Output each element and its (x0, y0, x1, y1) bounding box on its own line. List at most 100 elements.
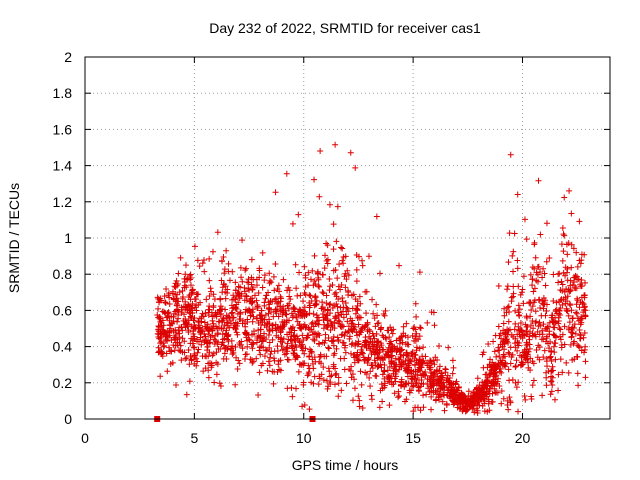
data-point (356, 397, 363, 404)
data-point (557, 336, 564, 343)
data-point (374, 320, 381, 327)
data-point (168, 313, 175, 320)
data-point (529, 382, 536, 389)
data-point (232, 279, 239, 286)
data-point (165, 344, 172, 351)
data-point (345, 289, 352, 296)
data-point (525, 364, 532, 371)
data-point (504, 401, 511, 408)
data-point (170, 342, 177, 349)
data-point (243, 331, 250, 338)
data-point (280, 323, 287, 330)
data-point (160, 308, 167, 315)
data-point (490, 338, 497, 345)
data-point (266, 304, 273, 311)
data-point (255, 290, 262, 297)
data-point (367, 338, 374, 345)
data-point (173, 382, 180, 389)
data-point (382, 351, 389, 358)
y-tick-label: 2 (64, 49, 72, 65)
data-point (530, 299, 537, 306)
data-point (275, 282, 282, 289)
data-point (528, 393, 535, 400)
data-point (518, 353, 525, 360)
data-point (540, 305, 547, 312)
data-point (401, 383, 408, 390)
data-point (288, 310, 295, 317)
data-point (206, 293, 213, 300)
data-point (578, 277, 585, 284)
data-point (193, 355, 200, 362)
data-point (158, 338, 165, 345)
data-point (404, 341, 411, 348)
data-point (157, 348, 164, 355)
data-point (290, 312, 297, 319)
data-point (571, 356, 578, 363)
data-point (277, 308, 284, 315)
data-point (219, 289, 226, 296)
data-point (324, 316, 331, 323)
data-point (565, 312, 572, 319)
data-point (300, 298, 307, 305)
data-point (559, 225, 566, 232)
data-point (362, 323, 369, 330)
data-point (226, 324, 233, 331)
data-point (470, 389, 477, 396)
data-point (423, 360, 430, 367)
data-point (452, 381, 459, 388)
data-point (347, 367, 354, 374)
data-point (190, 328, 197, 335)
data-point (416, 269, 423, 276)
y-tick-label: 0.4 (53, 339, 73, 355)
data-point (416, 345, 423, 352)
data-point (294, 353, 301, 360)
data-point (336, 261, 343, 268)
data-point (433, 368, 440, 375)
data-point (285, 356, 292, 363)
data-point (246, 306, 253, 313)
data-point (222, 283, 229, 290)
data-point (220, 253, 227, 260)
data-point (403, 320, 410, 327)
data-point (573, 249, 580, 256)
data-point (472, 392, 479, 399)
data-point (311, 337, 318, 344)
data-point (558, 278, 565, 285)
data-point (355, 357, 362, 364)
data-point (431, 322, 438, 329)
data-point (202, 365, 209, 372)
data-point (476, 397, 483, 404)
data-point (185, 347, 192, 354)
data-point (313, 333, 320, 340)
data-point (210, 304, 217, 311)
data-point (205, 374, 212, 381)
data-point (251, 330, 258, 337)
data-point (347, 149, 354, 156)
data-point (343, 311, 350, 318)
data-point (170, 296, 177, 303)
data-point (338, 281, 345, 288)
data-point (538, 336, 545, 343)
data-point (300, 336, 307, 343)
data-point (244, 279, 251, 286)
data-point (312, 300, 319, 307)
data-point (578, 257, 585, 264)
data-point (311, 373, 318, 380)
data-point (543, 258, 550, 265)
data-point (409, 383, 416, 390)
data-point (236, 341, 243, 348)
data-point (178, 357, 185, 364)
data-point (415, 359, 422, 366)
data-point (532, 333, 539, 340)
data-point (266, 325, 273, 332)
data-point (498, 369, 505, 376)
data-point (502, 336, 509, 343)
data-point (292, 341, 299, 348)
data-point (376, 270, 383, 277)
data-point (267, 354, 274, 361)
data-point (514, 347, 521, 354)
data-point (270, 313, 277, 320)
data-point (369, 362, 376, 369)
data-point (551, 349, 558, 356)
